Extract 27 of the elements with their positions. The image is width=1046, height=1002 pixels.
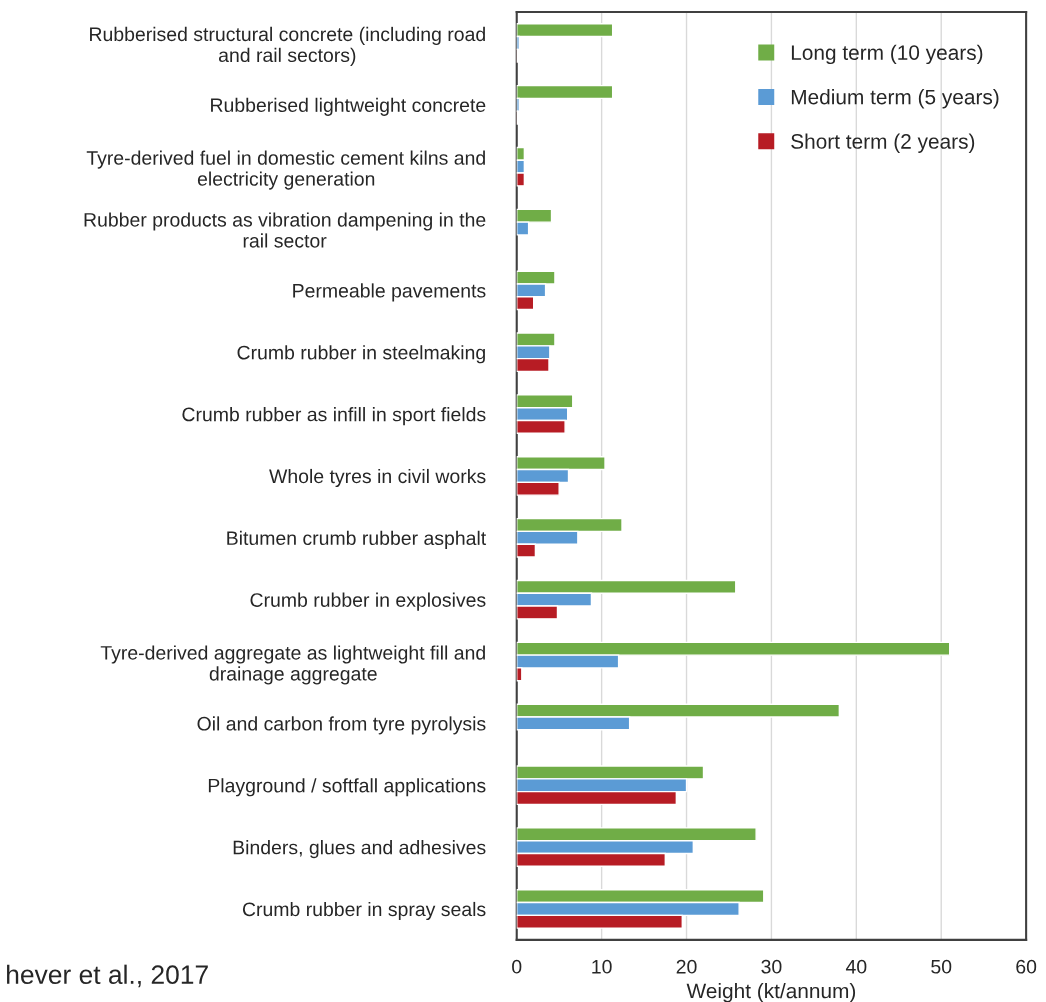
y-tick-label: Rubberised structural concrete (including road and rail sectors) <box>90 26 485 66</box>
legend-label: Long term (10 years) <box>791 44 983 65</box>
y-tick-label: Permeable pavements <box>293 283 486 302</box>
x-tick-label: 10 <box>592 959 612 974</box>
x-tick-label: 20 <box>676 959 697 974</box>
y-tick-label: Playground / softfall applications <box>208 778 486 797</box>
x-tick-label: 30 <box>761 959 782 974</box>
y-tick-label: Tyre-derived fuel in domestic cement kilns and electricity generation <box>86 150 485 190</box>
y-tick-label: Rubber products as vibration dampening in the rail sector <box>84 212 486 248</box>
y-tick-label: Crumb rubber as infill in sport fields <box>182 407 486 426</box>
x-tick-label: 40 <box>845 959 867 974</box>
y-tick-label: Crumb rubber in spray seals <box>242 901 486 921</box>
y-tick-label: Crumb rubber in explosives <box>250 592 486 611</box>
x-tick-label: 0 <box>512 959 522 974</box>
y-tick-label: Bitumen crumb rubber asphalt <box>227 530 487 549</box>
y-tick-label: Whole tyres in civil works <box>269 468 486 488</box>
y-tick-label: Oil and carbon from tyre pyrolysis <box>197 716 486 735</box>
x-axis-title: Weight (kt/annum) <box>686 983 856 1002</box>
y-tick-label: Rubberised lightweight concrete <box>211 97 486 116</box>
y-tick-label: Tyre-derived aggregate as lightweight fill and drainage aggregate <box>100 645 485 685</box>
x-tick-label: 50 <box>931 959 952 974</box>
legend-label: Medium term (5 years) <box>791 89 999 109</box>
y-tick-label: Crumb rubber in steelmaking <box>237 345 485 364</box>
x-tick-label: 60 <box>1016 959 1037 974</box>
text: hever et al., 2017 <box>7 964 208 988</box>
legend-label: Short term (2 years) <box>791 133 975 153</box>
y-tick-label: Binders, glues and adhesives <box>233 840 486 859</box>
